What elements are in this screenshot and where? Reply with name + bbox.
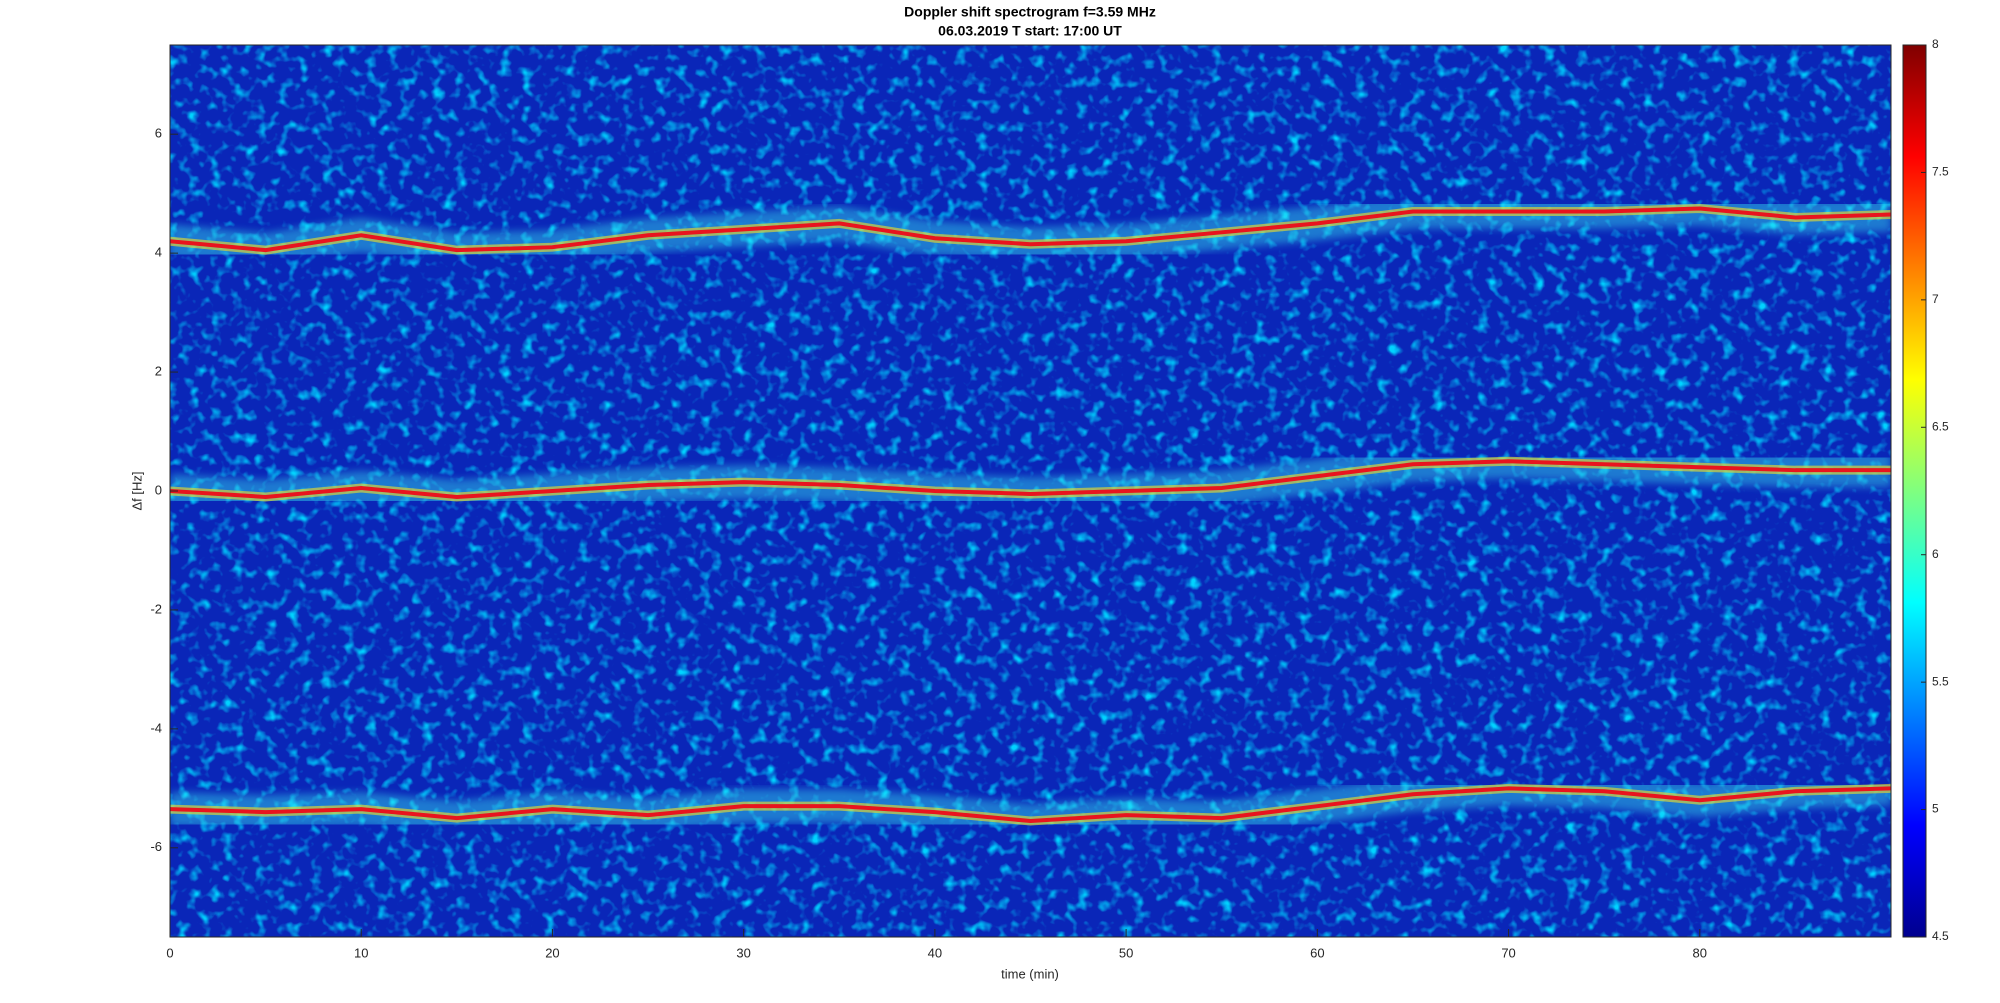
trace [170, 459, 1891, 499]
x-axis-label: time (min) [1001, 966, 1059, 981]
y-tick-label: -2 [150, 601, 162, 616]
x-tick-label: 10 [354, 945, 368, 960]
x-tick-label: 20 [545, 945, 559, 960]
colorbar-tick-label: 6 [1932, 547, 1939, 561]
x-tick-label: 70 [1501, 945, 1515, 960]
plot-area [170, 45, 1891, 937]
y-tick-label: -4 [150, 720, 162, 735]
colorbar-tick-label: 7.5 [1932, 165, 1949, 179]
x-tick-label: 80 [1693, 945, 1707, 960]
y-tick-label: -6 [150, 839, 162, 854]
y-tick-label: 0 [155, 482, 162, 497]
x-tick-label: 50 [1119, 945, 1133, 960]
colorbar-tick-label: 6.5 [1932, 419, 1949, 433]
colorbar-tick-label: 7 [1932, 292, 1939, 306]
y-tick-label: 4 [155, 245, 162, 260]
colorbar-tick-label: 4.5 [1932, 929, 1949, 943]
y-axis-label: Δf [Hz] [129, 471, 144, 510]
colorbar-tick-label: 8 [1932, 37, 1939, 51]
colorbar [1902, 44, 1927, 938]
chart-title: Doppler shift spectrogram f=3.59 MHz [904, 4, 1156, 20]
y-tick-label: 2 [155, 364, 162, 379]
x-tick-label: 30 [736, 945, 750, 960]
x-tick-label: 40 [928, 945, 942, 960]
colorbar-tick-label: 5.5 [1932, 674, 1949, 688]
y-tick-label: 6 [155, 126, 162, 141]
trace [170, 786, 1891, 824]
chart-subtitle: 06.03.2019 T start: 17:00 UT [938, 23, 1122, 39]
x-tick-label: 0 [166, 945, 173, 960]
colorbar-tick-label: 5 [1932, 802, 1939, 816]
trace [170, 206, 1891, 253]
x-tick-label: 60 [1310, 945, 1324, 960]
